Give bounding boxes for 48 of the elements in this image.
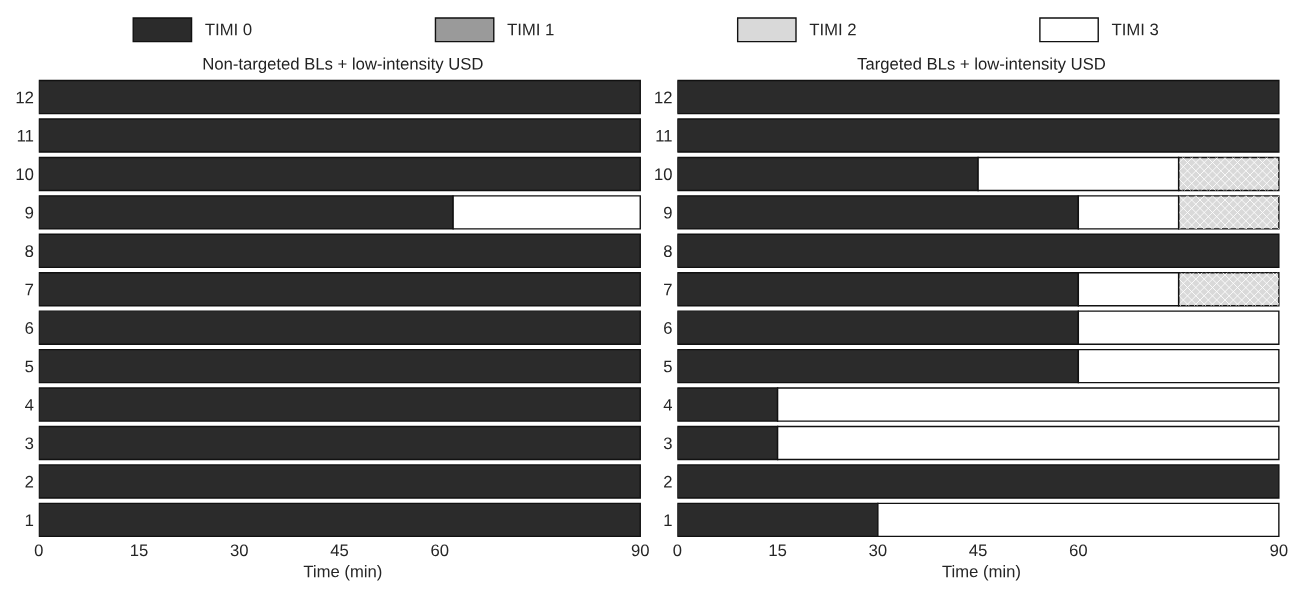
y-tick-label: 1 [25, 514, 34, 526]
y-tick-label: 8 [663, 245, 672, 258]
y-tick-label: 2 [664, 475, 672, 488]
x-axis-title: Time (min) [942, 565, 1020, 581]
y-tick-label: 6 [664, 322, 672, 334]
bar [677, 464, 1280, 499]
y-tick-label: 2 [25, 475, 34, 488]
y-tick-label: 8 [25, 245, 34, 258]
chart-title: Targeted BLs + low-intensity USD [857, 57, 1106, 73]
x-tick-label: 15 [769, 544, 787, 557]
y-tick-label: 12 [655, 91, 672, 104]
bar [677, 233, 1280, 269]
y-tick-label: 3 [25, 437, 34, 450]
y-tick-label: 7 [25, 283, 34, 296]
y-tick-label: 9 [25, 206, 34, 219]
y-tick-label: 5 [663, 360, 672, 373]
legend-label: TIMI 2 [809, 23, 856, 36]
x-tick-label: 15 [131, 544, 148, 557]
y-tick-label: 9 [664, 206, 672, 219]
legend-label: TIMI 1 [507, 23, 554, 36]
y-tick-label: 7 [664, 283, 672, 296]
bar [677, 118, 1280, 153]
x-tick-label: 90 [1270, 544, 1288, 557]
y-tick-label: 1 [664, 514, 672, 526]
y-tick-label: 5 [25, 360, 34, 373]
chart-title: Non-targeted BLs + low-intensity USD [203, 57, 483, 73]
y-tick-label: 6 [25, 322, 34, 334]
x-tick-label: 0 [673, 544, 682, 557]
x-tick-label: 60 [1069, 544, 1087, 557]
x-tick-label: 45 [969, 544, 987, 557]
y-tick-label: 4 [25, 399, 34, 411]
x-tick-label: 90 [631, 544, 649, 557]
x-tick-label: 60 [431, 544, 449, 557]
y-tick-label: 12 [16, 91, 34, 104]
x-axis-title: Time (min) [303, 565, 382, 581]
x-tick-label: 30 [230, 544, 248, 557]
x-tick-label: 45 [330, 544, 349, 557]
x-tick-label: 0 [34, 544, 43, 557]
y-tick-label: 3 [663, 437, 672, 450]
bar [677, 79, 1280, 115]
y-tick-label: 10 [655, 168, 672, 181]
y-tick-label: 11 [17, 130, 34, 142]
y-tick-label: 10 [16, 168, 34, 181]
legend-label: TIMI 3 [1111, 23, 1159, 36]
y-tick-label: 11 [656, 130, 672, 142]
x-tick-label: 30 [869, 544, 887, 557]
legend-label: TIMI 0 [205, 23, 252, 36]
y-tick-label: 4 [663, 399, 673, 411]
